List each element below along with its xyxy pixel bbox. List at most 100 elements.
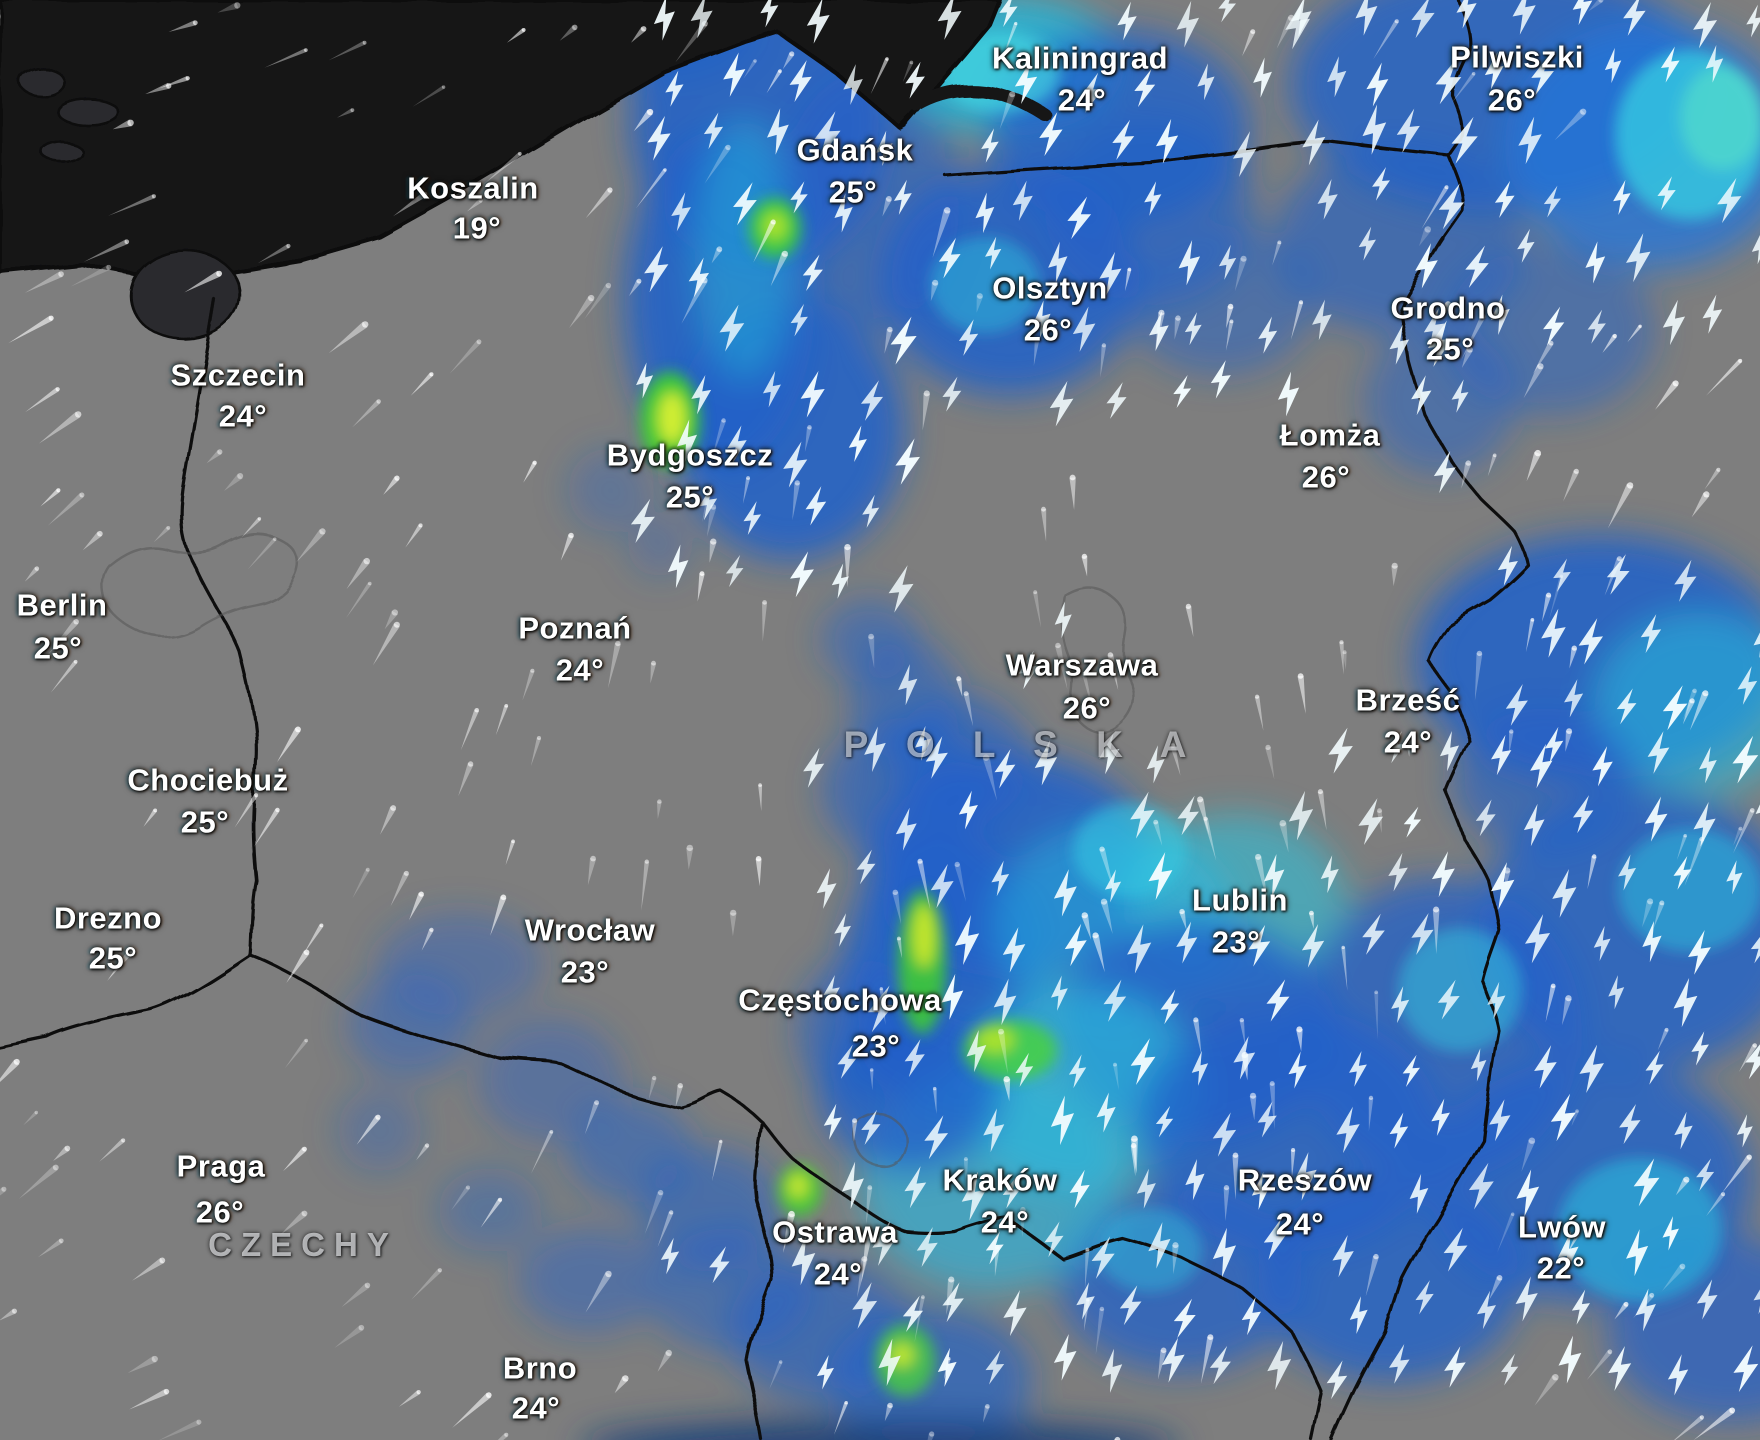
- wind-streak: [892, 891, 902, 925]
- wind-streak: [283, 1147, 307, 1172]
- rain-blob: [658, 392, 686, 444]
- wind-streak: [608, 642, 621, 689]
- wind-streak: [99, 1138, 125, 1162]
- wind-streak-head: [781, 250, 789, 257]
- wind-streak: [284, 1039, 308, 1069]
- wind-streak: [253, 808, 280, 847]
- wind-streak: [460, 709, 479, 751]
- wind-streak-head: [1552, 1374, 1559, 1381]
- wind-streak: [636, 168, 667, 209]
- wind-streak-head: [1175, 315, 1181, 321]
- wind-streak-head: [1297, 673, 1304, 679]
- wind-streak-head: [1528, 1137, 1536, 1144]
- wind-streak: [1254, 856, 1269, 904]
- wind-streak-head: [644, 859, 649, 864]
- wind-streak-head: [1509, 729, 1514, 734]
- wind-streak: [1069, 477, 1076, 510]
- wind-streak-head: [1565, 995, 1572, 1002]
- wind-streak-head: [588, 294, 595, 302]
- wind-streak-head: [977, 293, 983, 299]
- wind-streak: [686, 847, 694, 870]
- wind-streak-head: [1099, 846, 1105, 852]
- wind-streak: [1682, 689, 1697, 721]
- wind-streak-head: [1616, 556, 1622, 562]
- wind-streak: [449, 340, 481, 374]
- wind-streak-head: [1537, 363, 1544, 370]
- wind-streak: [1421, 186, 1449, 230]
- wind-streak: [1534, 1375, 1559, 1406]
- wind-streak-head: [1227, 303, 1234, 310]
- wind-streak-head: [1716, 467, 1721, 472]
- wind-streak: [145, 82, 170, 95]
- wind-streak-head: [106, 264, 112, 270]
- wind-streak: [47, 619, 79, 656]
- wind-streak: [766, 70, 782, 94]
- wind-streak-head: [1009, 91, 1016, 98]
- wind-streak: [1693, 1407, 1735, 1440]
- szczecin-lagoon: [128, 248, 242, 342]
- wind-streak-head: [254, 793, 259, 798]
- wind-streak-head: [844, 544, 851, 551]
- wind-streak: [1684, 838, 1705, 887]
- wind-streak-head: [789, 51, 795, 57]
- wind-streak-head: [572, 24, 578, 30]
- wind-streak-head: [982, 754, 990, 761]
- wind-streak-head: [1223, 1185, 1230, 1191]
- wind-streak-head: [13, 1058, 20, 1065]
- wind-streak: [852, 1120, 858, 1142]
- wind-streak-head: [1341, 945, 1345, 950]
- wind-streak-head: [651, 660, 656, 666]
- wind-streak-head: [1317, 789, 1323, 795]
- wind-streak-head: [511, 839, 515, 844]
- wind-streak-head: [605, 282, 612, 289]
- wind-streak: [804, 426, 812, 452]
- wind-streak: [38, 1238, 63, 1258]
- wind-streak-head: [1296, 1026, 1303, 1033]
- wind-streak: [1627, 325, 1642, 343]
- wind-streak-head: [1185, 603, 1191, 610]
- wind-streak: [1391, 565, 1398, 587]
- wind-streak-head: [917, 858, 923, 864]
- wind-streak: [0, 1187, 6, 1196]
- wind-streak: [762, 602, 768, 642]
- wind-streak-head: [753, 59, 757, 63]
- wind-streak-head: [730, 909, 737, 916]
- wind-streak: [982, 756, 997, 801]
- wind-streak: [753, 220, 776, 263]
- wind-streak-head: [217, 449, 223, 455]
- wind-streak: [633, 109, 653, 132]
- wind-streak-head: [605, 1270, 612, 1278]
- wind-streak: [1296, 1029, 1303, 1052]
- wind-streak-head: [429, 372, 434, 377]
- wind-streak: [932, 209, 951, 258]
- wind-streak-head: [34, 1110, 38, 1115]
- wind-streak-head: [1055, 642, 1061, 649]
- wind-streak-head: [1738, 826, 1743, 831]
- wind-streak: [758, 785, 763, 812]
- wind-streak-head: [944, 207, 951, 214]
- wind-streak-head: [762, 600, 767, 605]
- wind-streak: [217, 2, 239, 13]
- wind-streak-head: [1374, 990, 1378, 995]
- wind-streak-head: [532, 460, 537, 465]
- rain-blob: [1618, 828, 1760, 952]
- wind-streak: [1614, 1302, 1629, 1320]
- wind-streak: [1733, 809, 1755, 854]
- wind-streak-head: [1250, 29, 1256, 34]
- wind-streak: [1308, 912, 1314, 929]
- wind-streak-head: [403, 870, 409, 876]
- wind-streak: [1174, 317, 1181, 340]
- wind-streak-head: [844, 1401, 848, 1405]
- wind-streak: [729, 912, 737, 937]
- rain-blob: [338, 1088, 422, 1172]
- wind-streak: [352, 868, 370, 899]
- wind-streak: [783, 1213, 796, 1253]
- wind-streak-head: [12, 1308, 17, 1314]
- wind-streak-head: [1692, 688, 1697, 693]
- wind-streak: [1586, 1350, 1612, 1381]
- wind-streak-head: [1729, 1407, 1736, 1414]
- wind-streak: [82, 531, 102, 551]
- wind-streak: [976, 295, 984, 313]
